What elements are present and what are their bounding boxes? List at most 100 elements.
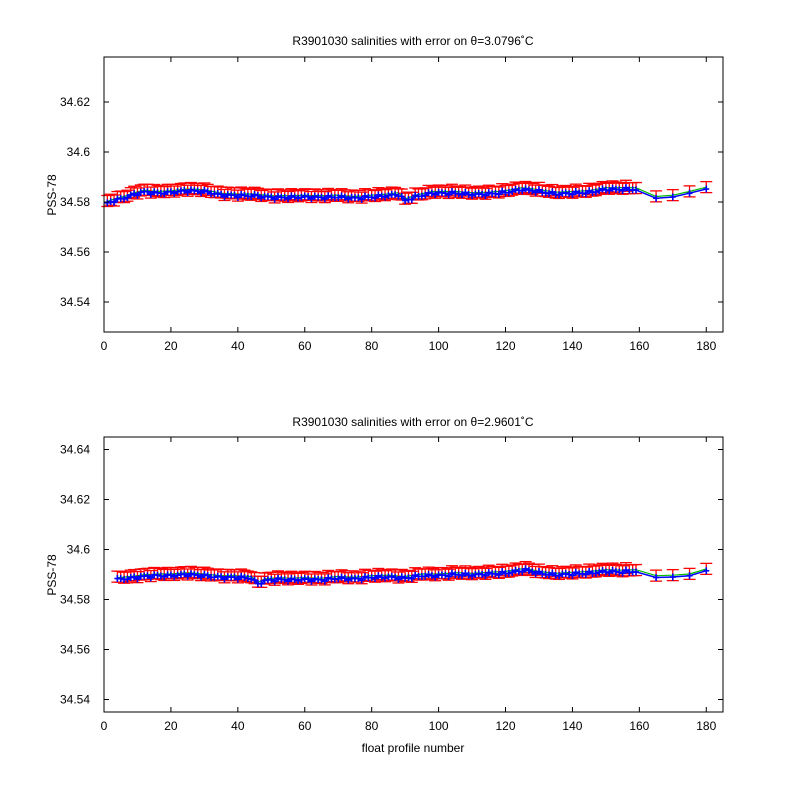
bottom-data-point — [582, 570, 589, 578]
bottom-plot-area — [111, 560, 713, 589]
top-data-point — [358, 195, 365, 203]
top-data-point — [479, 190, 486, 198]
top-data-point — [151, 188, 158, 196]
bottom-data-point — [187, 570, 194, 578]
bottom-y-tick-label: 34.62 — [60, 493, 90, 507]
bottom-data-point — [321, 577, 328, 585]
top-x-tick-label: 20 — [164, 339, 178, 353]
top-data-point — [285, 195, 292, 203]
bottom-data-point — [686, 572, 693, 580]
top-data-point — [469, 192, 476, 200]
top-data-point — [181, 186, 188, 194]
top-y-axis-label: PSS-78 — [45, 174, 59, 216]
top-data-point — [546, 190, 553, 198]
top-data-point — [361, 192, 368, 200]
top-data-point — [669, 193, 676, 201]
top-axes-box — [103, 56, 724, 333]
top-data-point — [131, 190, 138, 198]
bottom-data-point — [124, 575, 131, 583]
top-data-point — [686, 189, 693, 197]
top-data-point — [295, 194, 302, 202]
top-data-point — [445, 191, 452, 199]
top-data-point — [147, 190, 154, 198]
top-data-point — [633, 186, 640, 194]
bottom-data-point — [338, 573, 345, 581]
top-data-point — [305, 193, 312, 201]
top-data-point — [291, 193, 298, 201]
top-x-tick-label: 40 — [231, 339, 245, 353]
top-data-point — [231, 191, 238, 199]
bottom-data-point — [198, 573, 205, 581]
bottom-data-point — [505, 569, 512, 577]
top-data-point — [392, 191, 399, 199]
top-data-point — [214, 189, 221, 197]
top-data-point — [418, 192, 425, 200]
bottom-data-point — [592, 569, 599, 577]
bottom-data-point — [171, 573, 178, 581]
bottom-data-point — [308, 577, 315, 585]
bottom-data-point — [285, 577, 292, 585]
bottom-data-point — [499, 568, 506, 576]
top-data-point — [448, 188, 455, 196]
top-data-point — [609, 184, 616, 192]
bottom-data-point — [388, 572, 395, 580]
top-data-point — [703, 185, 710, 193]
bottom-x-tick-label: 180 — [696, 719, 716, 733]
bottom-data-point — [398, 573, 405, 581]
bottom-data-point — [318, 576, 325, 584]
top-data-point — [194, 187, 201, 195]
bottom-data-point — [599, 567, 606, 575]
bottom-y-tick-label: 34.54 — [60, 693, 90, 707]
top-data-point — [258, 194, 265, 202]
bottom-data-point — [251, 576, 258, 584]
bottom-data-point — [703, 567, 710, 575]
bottom-data-point — [295, 577, 302, 585]
bottom-x-tick-label: 80 — [365, 719, 379, 733]
bottom-data-point — [231, 573, 238, 581]
bottom-data-point — [549, 569, 556, 577]
bottom-data-point — [606, 569, 613, 577]
top-data-point — [525, 186, 532, 194]
top-x-tick-label: 120 — [495, 339, 515, 353]
top-data-point — [622, 184, 629, 192]
top-data-point — [569, 191, 576, 199]
top-x-tick-label: 180 — [696, 339, 716, 353]
top-data-point — [174, 188, 181, 196]
bottom-data-point — [144, 572, 151, 580]
bottom-x-tick-label: 60 — [298, 719, 312, 733]
top-data-point — [104, 199, 111, 207]
top-data-point — [428, 189, 435, 197]
bottom-data-point — [633, 568, 640, 576]
bottom-x-tick-label: 140 — [562, 719, 582, 733]
top-data-point — [124, 194, 131, 202]
bottom-data-point — [442, 571, 449, 579]
top-data-point — [422, 191, 429, 199]
bottom-y-tick-label: 34.56 — [60, 643, 90, 657]
top-data-point — [619, 187, 626, 195]
bottom-data-point — [669, 573, 676, 581]
top-data-point — [582, 190, 589, 198]
top-data-point — [251, 191, 258, 199]
top-x-tick-label: 80 — [365, 339, 379, 353]
bottom-data-point — [358, 576, 365, 584]
top-y-tick-label: 34.58 — [60, 195, 90, 209]
bottom-y-tick-label: 34.6 — [67, 543, 91, 557]
top-data-point — [512, 185, 519, 193]
bottom-x-tick-label: 100 — [429, 719, 449, 733]
top-data-point — [204, 188, 211, 196]
bottom-data-point — [361, 573, 368, 581]
top-data-point — [298, 193, 305, 201]
bottom-data-point — [274, 574, 281, 582]
bottom-data-point — [495, 571, 502, 579]
top-data-point — [519, 187, 526, 195]
bottom-data-point — [609, 566, 616, 574]
top-data-point — [345, 195, 352, 203]
bottom-y-tick-label: 34.64 — [60, 443, 90, 457]
bottom-axes-box — [103, 436, 724, 713]
bottom-data-point — [425, 571, 432, 579]
bottom-data-point — [459, 572, 466, 580]
top-data-point — [535, 186, 542, 194]
bottom-data-point — [479, 570, 486, 578]
top-data-point — [335, 194, 342, 202]
bottom-data-point — [465, 571, 472, 579]
